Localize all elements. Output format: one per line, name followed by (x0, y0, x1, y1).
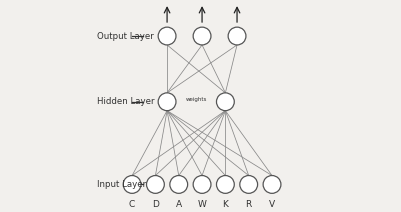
Circle shape (123, 176, 141, 193)
Circle shape (216, 93, 234, 111)
Circle shape (192, 176, 211, 193)
Circle shape (239, 176, 257, 193)
Circle shape (169, 176, 187, 193)
Text: weights: weights (185, 97, 207, 102)
Text: K: K (222, 200, 228, 209)
Text: D: D (152, 200, 158, 209)
Circle shape (216, 176, 234, 193)
Text: C: C (129, 200, 135, 209)
Text: Input Layer: Input Layer (97, 180, 146, 189)
Circle shape (228, 27, 245, 45)
Text: W: W (197, 200, 206, 209)
Circle shape (146, 176, 164, 193)
Text: A: A (175, 200, 181, 209)
Circle shape (192, 27, 211, 45)
Text: Output Layer: Output Layer (97, 32, 154, 40)
Text: V: V (268, 200, 274, 209)
Text: R: R (245, 200, 251, 209)
Text: Hidden Layer: Hidden Layer (97, 97, 154, 106)
Circle shape (158, 93, 176, 111)
Circle shape (263, 176, 280, 193)
Circle shape (158, 27, 176, 45)
